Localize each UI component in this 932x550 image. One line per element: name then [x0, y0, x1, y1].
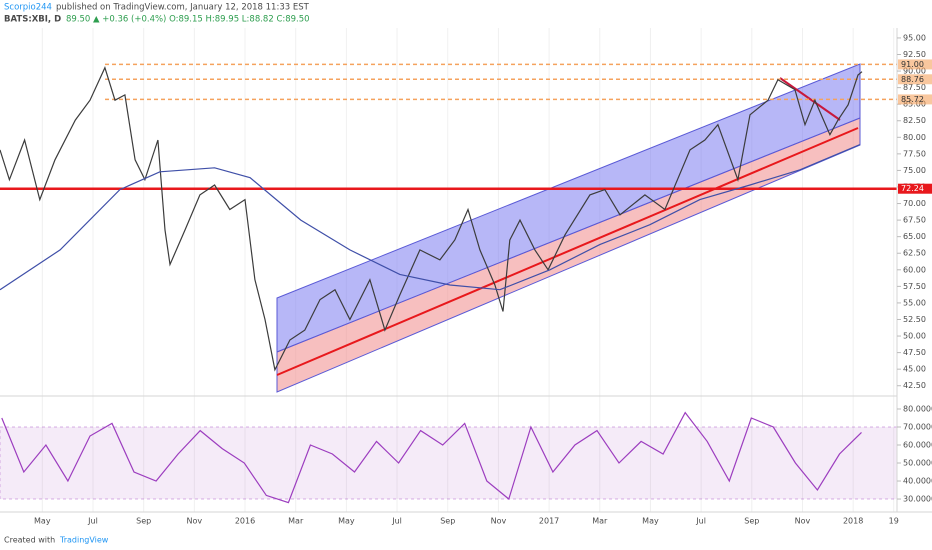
- y-tick-label: 65.00: [903, 232, 926, 241]
- y-tick-label: 80.0000: [903, 404, 932, 413]
- x-tick-label: Nov: [795, 517, 811, 526]
- y-tick-label: 42.50: [903, 381, 926, 390]
- footer-text: Created with: [4, 536, 55, 545]
- x-tick-label: May: [642, 517, 659, 526]
- series-line: [0, 66, 863, 372]
- x-tick-label: 2016: [235, 517, 255, 526]
- x-tick-label: Mar: [592, 517, 608, 526]
- level-tag: [898, 94, 932, 105]
- x-tick-label: 2017: [539, 517, 559, 526]
- level-label: 88.76: [901, 75, 924, 84]
- y-tick-label: 62.50: [903, 249, 926, 258]
- x-tick-label: 19: [889, 517, 899, 526]
- y-tick-label: 77.50: [903, 149, 926, 158]
- y-tick-label: 52.50: [903, 315, 926, 324]
- y-tick-label: 47.50: [903, 348, 926, 357]
- level-tag: [898, 59, 932, 70]
- quote: 89.50 ▲ +0.36 (+0.4%) O:89.15 H:89.95 L:…: [66, 15, 310, 25]
- y-tick-label: 75.00: [903, 166, 926, 175]
- y-tick-label: 57.50: [903, 282, 926, 291]
- level-tag: [898, 74, 932, 85]
- x-tick-label: Nov: [491, 517, 507, 526]
- x-tick-label: May: [34, 517, 51, 526]
- series-line: [1, 411, 862, 504]
- level-label: 85.72: [901, 95, 924, 104]
- y-tick-label: 90.00: [903, 67, 926, 76]
- y-tick-label: 82.50: [903, 116, 926, 125]
- y-tick-label: 87.50: [903, 83, 926, 92]
- y-tick-label: 50.00: [903, 332, 926, 341]
- x-tick-label: May: [338, 517, 355, 526]
- x-tick-label: Mar: [288, 517, 304, 526]
- rsi-band: [0, 426, 898, 500]
- y-tick-label: 30.0000: [903, 495, 932, 504]
- level-label: 72.24: [901, 184, 924, 193]
- y-tick-label: 70.00: [903, 199, 926, 208]
- x-tick-label: Sep: [136, 517, 151, 526]
- y-tick-label: 70.0000: [903, 422, 932, 431]
- y-tick-label: 60.0000: [903, 441, 932, 450]
- symbol: BATS:XBI, D: [4, 15, 61, 25]
- series-line: [0, 144, 861, 291]
- y-tick-label: 45.00: [903, 365, 926, 374]
- x-tick-label: Sep: [744, 517, 759, 526]
- x-tick-label: Jul: [391, 517, 402, 526]
- published: published on TradingView.com, January 12…: [56, 3, 310, 13]
- trend-line: [276, 127, 859, 376]
- y-tick-label: 95.00: [903, 33, 926, 42]
- level-label: 91.00: [901, 60, 924, 69]
- author: Scorpio244: [4, 3, 52, 13]
- y-tick-label: 40.0000: [903, 477, 932, 486]
- y-tick-label: 80.00: [903, 133, 926, 142]
- x-tick-label: Nov: [187, 517, 203, 526]
- y-tick-label: 60.00: [903, 265, 926, 274]
- x-tick-label: Jul: [695, 517, 706, 526]
- plot-layer: [0, 63, 898, 500]
- x-tick-label: Sep: [440, 517, 455, 526]
- y-tick-label: 55.00: [903, 298, 926, 307]
- y-tick-label: 50.0000: [903, 459, 932, 468]
- y-tick-label: 67.50: [903, 216, 926, 225]
- x-tick-label: Jul: [87, 517, 98, 526]
- footer-brand: TradingView: [59, 536, 109, 545]
- level-tag: [898, 183, 932, 194]
- x-tick-label: 2018: [843, 517, 863, 526]
- y-tick-label: 92.50: [903, 50, 926, 59]
- wedge-line: [779, 77, 841, 121]
